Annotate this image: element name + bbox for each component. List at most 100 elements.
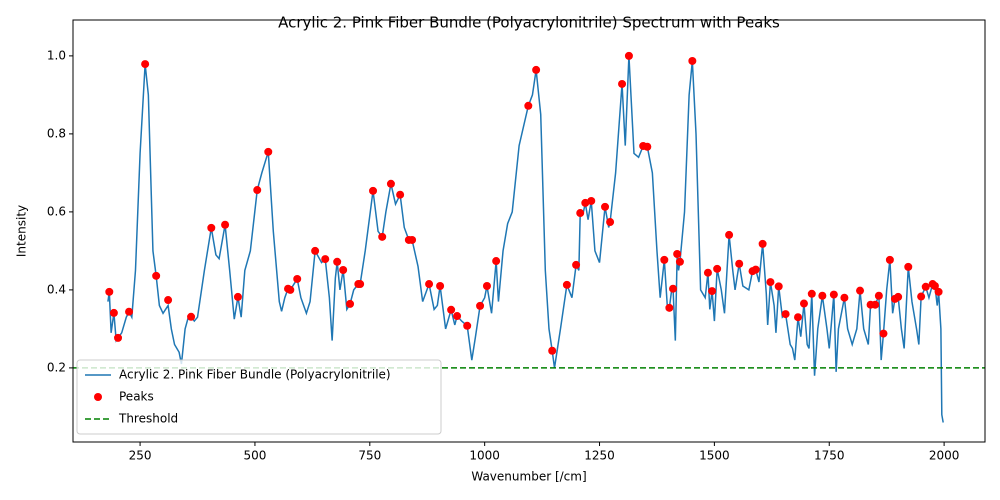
y-tick-label: 0.4	[47, 282, 66, 296]
peak-point	[618, 79, 627, 88]
peak-point	[874, 291, 883, 300]
peak-point	[669, 284, 678, 293]
peak-point	[921, 282, 930, 291]
peak-point	[463, 321, 472, 330]
legend-label: Acrylic 2. Pink Fiber Bundle (Polyacrylo…	[119, 368, 391, 382]
peak-point	[688, 56, 697, 65]
peak-point	[311, 246, 320, 255]
peak-point	[624, 51, 633, 60]
peak-point	[264, 147, 273, 156]
peak-point	[774, 282, 783, 291]
peak-point	[885, 255, 894, 264]
x-tick-label: 1750	[814, 449, 845, 463]
peak-point	[221, 220, 230, 229]
peak-point	[425, 280, 434, 289]
peak-point	[751, 265, 760, 274]
peak-point	[818, 291, 827, 300]
peak-point	[840, 293, 849, 302]
x-tick-label: 1000	[469, 449, 500, 463]
peak-point	[447, 305, 456, 314]
peak-point	[703, 268, 712, 277]
peak-point	[109, 308, 118, 317]
peak-point	[286, 285, 295, 294]
legend-marker	[94, 393, 102, 401]
peak-point	[766, 278, 775, 287]
peak-point	[524, 101, 533, 110]
y-axis-label: Intensity	[15, 205, 29, 257]
peak-point	[735, 259, 744, 268]
peak-point	[829, 290, 838, 299]
peak-point	[794, 313, 803, 322]
peak-point	[293, 274, 302, 283]
peak-point	[152, 271, 161, 280]
plot-area	[73, 51, 985, 423]
peak-point	[548, 346, 557, 355]
peak-point	[253, 186, 262, 195]
peak-point	[346, 299, 355, 308]
peak-point	[207, 223, 216, 232]
x-tick-label: 1250	[584, 449, 615, 463]
peak-point	[321, 255, 330, 264]
peak-point	[871, 300, 880, 309]
y-tick-label: 0.2	[47, 360, 66, 374]
peak-point	[799, 299, 808, 308]
peak-point	[587, 196, 596, 205]
peak-point	[660, 255, 669, 264]
chart-title: Acrylic 2. Pink Fiber Bundle (Polyacrylo…	[278, 14, 780, 32]
peak-point	[807, 289, 816, 298]
legend-box	[76, 359, 442, 435]
peak-point	[725, 230, 734, 239]
peak-point	[708, 287, 717, 296]
peak-point	[532, 65, 541, 74]
peak-point	[453, 312, 462, 321]
y-tick-label: 1.0	[47, 48, 66, 62]
peak-point	[492, 257, 501, 266]
peak-point	[369, 186, 378, 195]
peak-point	[758, 239, 767, 248]
peak-point	[856, 286, 865, 295]
legend-label: Peaks	[119, 390, 154, 404]
y-tick-label: 0.6	[47, 204, 66, 218]
peak-point	[482, 281, 491, 290]
spectrum-line	[107, 55, 944, 423]
peak-point	[643, 142, 652, 151]
peak-point	[233, 292, 242, 301]
y-tick-label: 0.8	[47, 126, 66, 140]
peak-point	[396, 190, 405, 199]
peak-point	[673, 250, 682, 259]
peak-point	[572, 260, 581, 269]
x-tick-label: 250	[129, 449, 152, 463]
peak-point	[339, 266, 348, 275]
peak-point	[562, 280, 571, 289]
peak-point	[665, 303, 674, 312]
peak-point	[904, 262, 913, 271]
peak-point	[105, 287, 114, 296]
peak-point	[164, 296, 173, 305]
peak-point	[333, 257, 342, 266]
peak-point	[894, 292, 903, 301]
peak-point	[187, 312, 196, 321]
x-tick-label: 1500	[699, 449, 730, 463]
peak-point	[114, 333, 123, 342]
peak-point	[141, 60, 150, 69]
peak-point	[934, 287, 943, 296]
peak-point	[601, 202, 610, 211]
peak-point	[713, 264, 722, 273]
plot-frame	[72, 19, 986, 443]
peak-point	[879, 329, 888, 338]
peak-point	[436, 281, 445, 290]
peak-point	[356, 280, 365, 289]
peak-point	[476, 301, 485, 310]
legend: Acrylic 2. Pink Fiber Bundle (Polyacrylo…	[76, 359, 442, 435]
peak-point	[378, 232, 387, 241]
peak-point	[675, 257, 684, 266]
legend-label: Threshold	[118, 412, 178, 426]
peak-point	[781, 310, 790, 319]
x-axis-label: Wavenumber [/cm]	[471, 470, 586, 484]
peak-point	[917, 292, 926, 301]
peak-point	[606, 218, 615, 227]
peak-point	[386, 179, 395, 188]
x-tick-label: 500	[243, 449, 266, 463]
peak-point	[125, 307, 134, 316]
